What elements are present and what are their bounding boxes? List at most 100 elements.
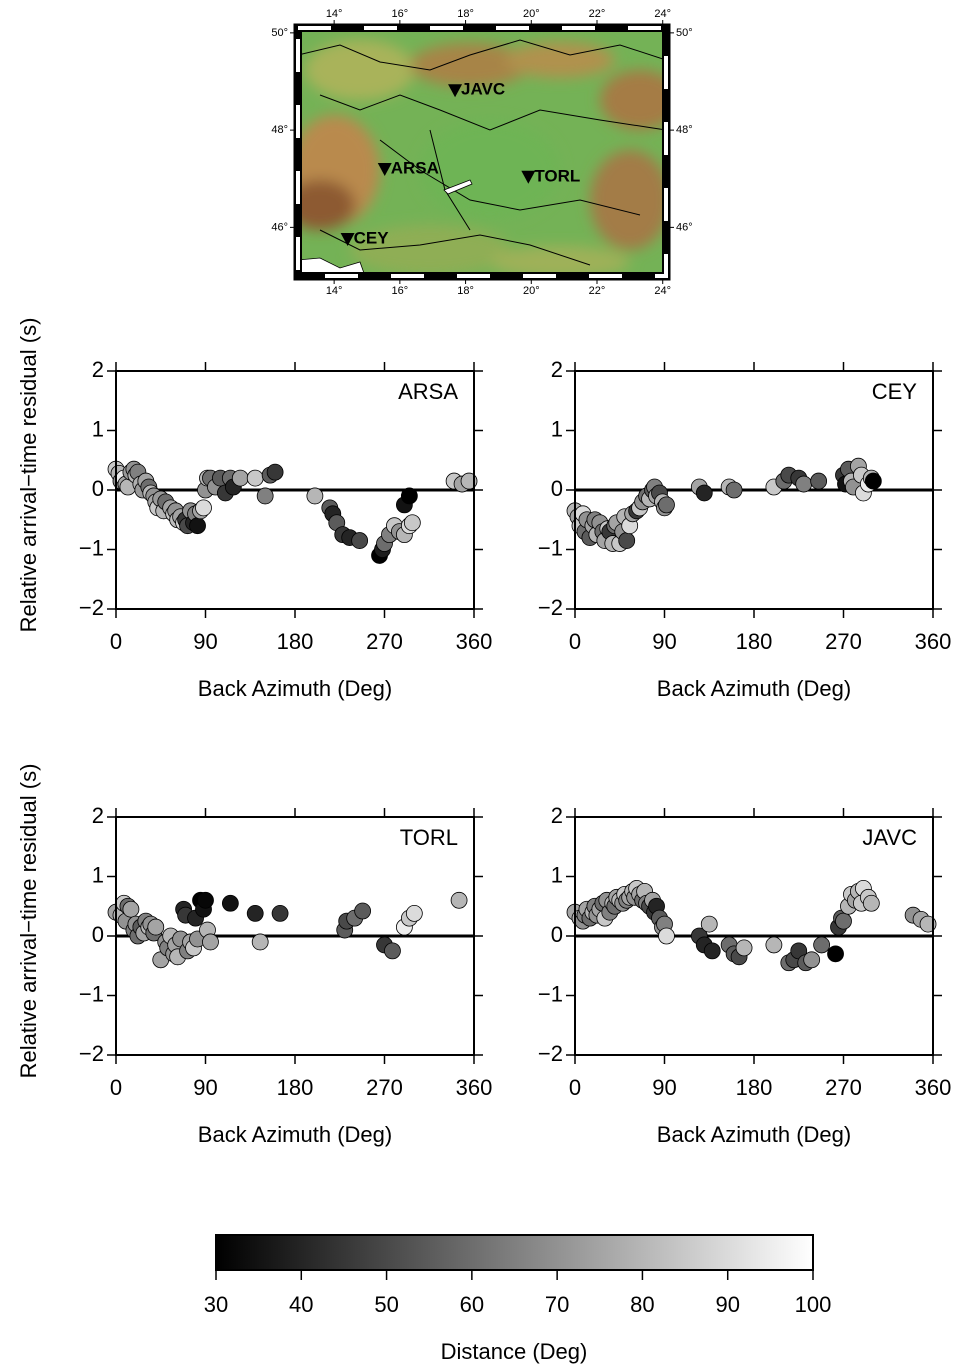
colorbar-tick-label: 90 — [715, 1292, 739, 1317]
colorbar — [216, 1235, 813, 1270]
map-terrain — [285, 28, 680, 278]
map-lat-label: 48° — [676, 124, 693, 136]
x-tick-label: 270 — [825, 1075, 862, 1100]
point — [196, 500, 212, 516]
x-axis-label: Back Azimuth (Deg) — [657, 676, 851, 701]
point — [198, 892, 214, 908]
point — [863, 895, 879, 911]
x-tick-label: 270 — [825, 629, 862, 654]
y-tick-label: −2 — [538, 595, 563, 620]
y-tick-label: −1 — [538, 981, 563, 1006]
colorbar-tick-label: 40 — [289, 1292, 313, 1317]
point — [814, 937, 830, 953]
point — [704, 943, 720, 959]
map-lon-label: 20° — [523, 285, 540, 297]
point — [811, 473, 827, 489]
station-label: JAVC — [461, 80, 505, 99]
y-axis-label: Relative arrival−time residual (s) — [16, 318, 41, 633]
point — [232, 470, 248, 486]
y-tick-label: −1 — [79, 981, 104, 1006]
x-tick-label: 0 — [110, 629, 122, 654]
map-lon-label: 16° — [392, 8, 409, 20]
point — [406, 905, 422, 921]
y-tick-label: 1 — [551, 862, 563, 887]
y-tick-label: 1 — [551, 416, 563, 441]
point — [451, 892, 467, 908]
point — [658, 497, 674, 513]
y-tick-label: 2 — [551, 803, 563, 828]
x-tick-label: 90 — [652, 1075, 676, 1100]
x-tick-label: 180 — [736, 1075, 773, 1100]
colorbar-label: Distance (Deg) — [441, 1339, 588, 1364]
map-lon-label: 24° — [654, 285, 671, 297]
x-axis-label: Back Azimuth (Deg) — [198, 676, 392, 701]
point — [123, 901, 139, 917]
map-lat-label: 46° — [676, 221, 693, 233]
y-tick-label: 2 — [92, 803, 104, 828]
y-tick-label: −1 — [538, 535, 563, 560]
point — [202, 934, 218, 950]
page: Relative arrival-time residuals {"map": … — [0, 0, 960, 1368]
point — [865, 473, 881, 489]
station-label: CEY — [354, 229, 390, 248]
panel-annotation: JAVC — [862, 825, 917, 850]
map-lon-label: 16° — [392, 285, 409, 297]
y-tick-label: 2 — [92, 357, 104, 382]
point — [252, 934, 268, 950]
body: Distance (Deg) 3040506070809010014°14°16… — [0, 0, 960, 1368]
colorbar-tick-label: 70 — [545, 1292, 569, 1317]
x-tick-label: 180 — [277, 629, 314, 654]
map-lon-label: 14° — [326, 8, 343, 20]
station-label: ARSA — [391, 159, 439, 178]
x-tick-label: 360 — [915, 1075, 952, 1100]
y-tick-label: −2 — [79, 1041, 104, 1066]
point — [726, 482, 742, 498]
y-tick-label: 0 — [551, 922, 563, 947]
point — [696, 485, 712, 501]
point — [658, 928, 674, 944]
x-tick-label: 90 — [193, 629, 217, 654]
colorbar-tick-label: 100 — [795, 1292, 832, 1317]
point — [384, 943, 400, 959]
point — [307, 488, 323, 504]
x-tick-label: 0 — [569, 1075, 581, 1100]
colorbar-tick-label: 60 — [460, 1292, 484, 1317]
y-tick-label: −1 — [79, 535, 104, 560]
y-tick-label: 1 — [92, 416, 104, 441]
point — [222, 895, 238, 911]
colorbar-tick-label: 80 — [630, 1292, 654, 1317]
point — [247, 905, 263, 921]
colorbar-tick-label: 30 — [204, 1292, 228, 1317]
x-tick-label: 0 — [569, 629, 581, 654]
point — [796, 476, 812, 492]
map-lat-label: 48° — [271, 124, 288, 136]
point — [766, 937, 782, 953]
y-tick-label: −2 — [538, 1041, 563, 1066]
point — [272, 905, 288, 921]
panel-annotation: ARSA — [398, 379, 458, 404]
y-tick-label: −2 — [79, 595, 104, 620]
map-lat-label: 46° — [271, 221, 288, 233]
station-label: TORL — [534, 166, 580, 185]
map-lon-label: 24° — [654, 8, 671, 20]
y-tick-label: 0 — [92, 922, 104, 947]
point — [257, 488, 273, 504]
map-lon-label: 22° — [589, 285, 606, 297]
panel-annotation: CEY — [872, 379, 918, 404]
x-tick-label: 180 — [736, 629, 773, 654]
colorbar-tick-label: 50 — [374, 1292, 398, 1317]
y-tick-label: 0 — [551, 476, 563, 501]
point — [355, 903, 371, 919]
x-tick-label: 180 — [277, 1075, 314, 1100]
y-axis-label: Relative arrival−time residual (s) — [16, 764, 41, 1079]
x-axis-label: Back Azimuth (Deg) — [198, 1122, 392, 1147]
map-lat-label: 50° — [676, 27, 693, 39]
point — [352, 533, 368, 549]
point — [701, 916, 717, 932]
point — [404, 515, 420, 531]
map-lon-label: 22° — [589, 8, 606, 20]
point — [836, 913, 852, 929]
map-lat-label: 50° — [271, 27, 288, 39]
x-tick-label: 270 — [366, 1075, 403, 1100]
point — [828, 946, 844, 962]
